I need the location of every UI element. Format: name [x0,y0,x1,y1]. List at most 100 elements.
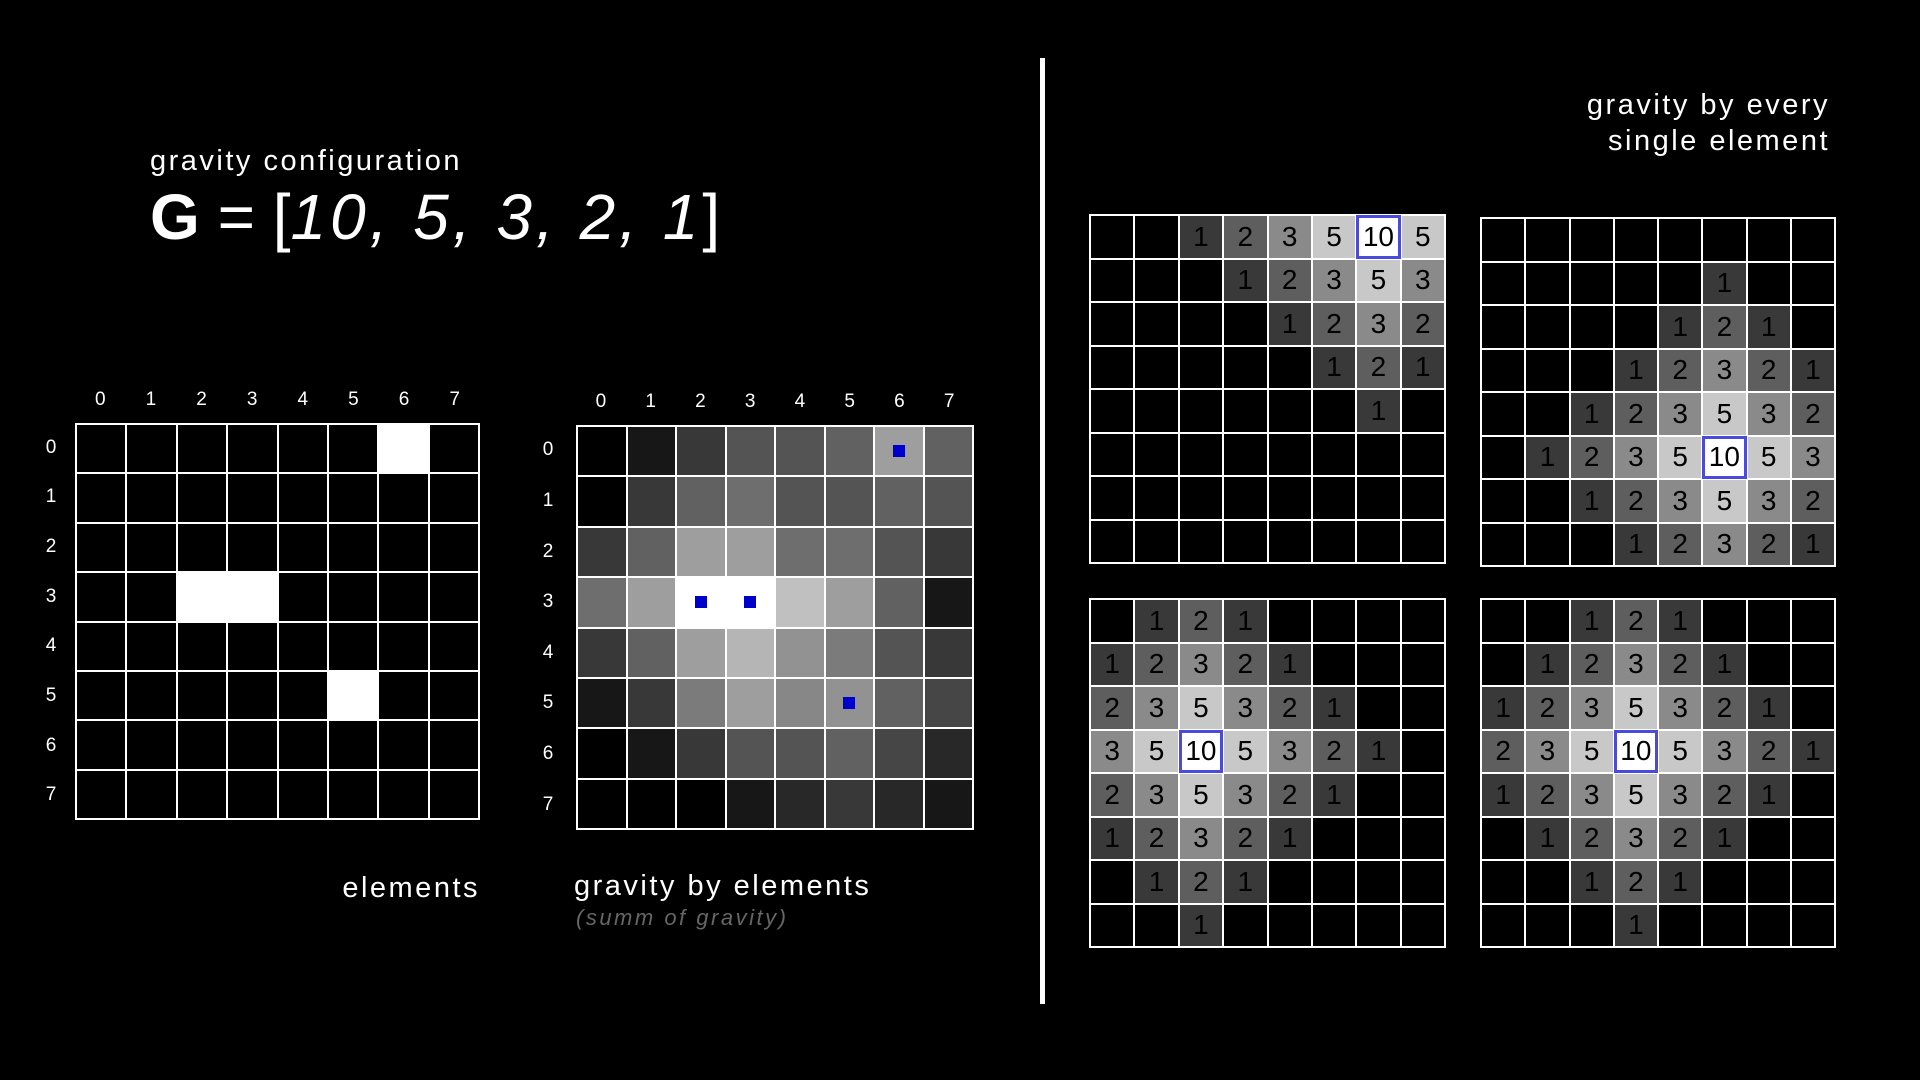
gravity-value-cell: 5 [1356,258,1401,302]
gravity-value-cell: 2 [1223,215,1268,259]
gravity-value-cell: 3 [1569,686,1614,730]
grid-cell [1790,860,1835,904]
elements-row-label-3: 3 [45,585,57,607]
origin-cell: 10 [1613,729,1658,773]
gravity-value-cell: 3 [1746,392,1791,436]
grid-cell [1702,903,1747,947]
gravity-value-cell: 3 [1658,686,1703,730]
gravity-value-cell: 5 [1178,773,1224,817]
origin-cell: 10 [1702,435,1747,479]
gravity-value-cell: 1 [1223,860,1268,904]
grid-cell [1356,686,1401,730]
gravity-column-labels: 0 1 2 3 4 5 6 7 [576,387,974,417]
grid-cell [378,572,429,622]
grid-cell [1525,860,1570,904]
heatmap-cell [775,627,825,678]
grid-cell [1481,816,1526,860]
gravity-value-cell: 3 [1223,773,1268,817]
elements-col-label-7: 7 [449,389,460,410]
grid-cell [76,522,127,573]
grid-cell [1178,476,1224,520]
formula-open-bracket: [ [272,181,291,253]
gravity-col-label-5: 5 [844,391,855,412]
elements-caption: elements [342,872,480,904]
gravity-value-cell: 1 [1481,686,1526,730]
heatmap-cell [874,778,924,829]
heatmap-cell [824,728,874,779]
grid-cell [1356,476,1401,520]
grid-cell [1481,599,1526,643]
grid-cell [1090,302,1135,346]
grid-cell [1790,218,1835,262]
grid-cell [1746,816,1791,860]
element-marker [694,596,707,609]
gravity-row-label-1: 1 [542,489,554,511]
elements-col-label-6: 6 [398,389,410,410]
gravity-value-cell: 2 [1613,599,1658,643]
gravity-value-cell: 3 [1267,215,1312,259]
gravity-value-cell: 2 [1702,773,1747,817]
heatmap-cell [676,728,726,779]
heatmap-cell [725,627,775,678]
grid-cell [1481,218,1526,262]
grid-cell [378,769,429,819]
grid-cell [1223,476,1268,520]
grid-cell [1702,860,1747,904]
elements-row-label-5: 5 [45,684,57,706]
grid-cell [1481,642,1526,686]
grid-cell [1356,816,1401,860]
gravity-value-cell: 3 [1267,729,1312,773]
grid-cell [1746,599,1791,643]
grid-cell [327,522,379,573]
elements-row-label-6: 6 [45,734,57,756]
grid-cell [1525,261,1570,305]
gravity-value-cell: 5 [1613,686,1658,730]
grid-cell [428,473,479,523]
grid-cell [1178,258,1224,302]
grid-cell [1223,389,1268,433]
heatmap-cell [725,778,775,829]
elements-row-label-1: 1 [45,486,57,508]
gravity-value-cell: 2 [1746,729,1791,773]
gravity-value-cell: 3 [1134,773,1179,817]
gravity-value-cell: 3 [1569,773,1614,817]
grid-cell [327,572,379,622]
heatmap-cell [923,577,973,628]
grid-cell [1223,302,1268,346]
grid-cell [1134,432,1179,476]
element-marker [843,697,856,710]
grid-cell [1481,479,1526,523]
gravity-value-cell: 1 [1569,860,1614,904]
elements-col-label-0: 0 [95,389,106,410]
grid-cell [1481,261,1526,305]
grid-cell [76,670,127,721]
grid-cell [227,621,278,671]
gravity-value-cell: 1 [1311,686,1357,730]
single-gravity-grid-2: 1 1 2 1 1 2 3 2 1 1 2 3 5 3 2 1 2 3 5 10 5 3 1 2 3 5 3 2 1 2 3 2 1 [1480,217,1836,567]
gravity-value-cell: 1 [1223,599,1268,643]
grid-cell [76,424,127,474]
heatmap-cell [676,778,726,829]
grid-cell [1223,345,1268,389]
heatmap-cell [824,627,874,678]
grid-cell [76,572,127,622]
heatmap-cell [775,526,825,578]
gravity-value-cell: 1 [1090,816,1135,860]
grid-cell [1400,773,1445,817]
elements-row-label-7: 7 [45,784,57,806]
grid-cell [1178,389,1224,433]
grid-cell [227,769,278,819]
gravity-value-cell: 5 [1569,729,1614,773]
gravity-value-cell: 2 [1400,302,1445,346]
grid-cell [227,473,278,523]
elements-col-label-4: 4 [297,389,309,410]
gravity-value-cell: 2 [1790,392,1835,436]
grid-cell [1400,729,1445,773]
gravity-value-cell: 2 [1134,642,1179,686]
grid-cell [1311,519,1357,563]
grid-cell [227,670,278,721]
grid-cell [1311,432,1357,476]
grid-cell [1746,860,1791,904]
gravity-row-label-4: 4 [542,641,554,663]
grid-cell [1134,476,1179,520]
